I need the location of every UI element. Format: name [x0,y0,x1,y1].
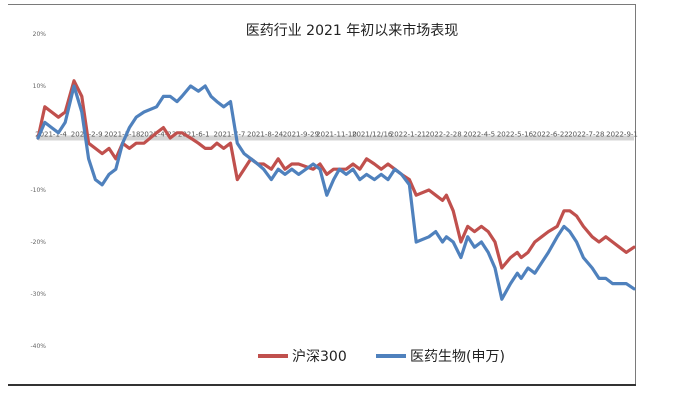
legend: 沪深300 医药生物(申万) [258,349,505,365]
x-tick-label: 2021/12/16 [352,131,393,139]
frame-bottom-border [8,384,636,386]
x-tick-label: 2021-4-23 [140,131,176,139]
frame-right-border [635,4,636,384]
y-tick-label: 10% [33,83,47,90]
x-tick-label: 2021-6-1 [178,131,210,139]
x-tick-label: 2022-6-22 [533,131,569,139]
x-tick-label: 2022-2-28 [425,131,461,139]
legend-label: 医药生物(申万) [410,349,505,365]
x-tick-label: 2022-4-5 [463,131,495,139]
x-tick-label: 2021-11-10 [316,131,357,139]
x-tick-label: 2022-1-21 [390,131,426,139]
x-tick-label: 2021-1-4 [35,131,67,139]
x-tick-label: 2021-3-18 [104,131,140,139]
y-axis-ticks: 20%10%0%-10%-20%-30%-40% [30,31,46,350]
legend-label: 沪深300 [292,349,347,365]
series-lines [36,79,636,301]
y-tick-label: -40% [30,343,46,350]
y-tick-label: 20% [33,31,47,38]
y-tick-label: -30% [30,291,46,298]
x-tick-label: 2022-9-1 [606,131,638,139]
x-tick-label: 2021-7-7 [214,131,246,139]
frame-top-border [8,4,636,5]
chart-title: 医药行业 2021 年初以来市场表现 [246,22,459,39]
x-axis-ticks: 2021-1-4 2021-2-9 2021-3-18 2021-4-23 2021-6… [35,131,638,139]
x-tick-label: 2022-5-16 [497,131,534,139]
x-tick-label: 2021-9-29 [283,131,319,139]
y-tick-label: -20% [30,239,46,246]
y-tick-label: -10% [30,187,46,194]
x-tick-label: 2021-8-24 [247,131,284,139]
series-line [36,84,636,301]
x-tick-label: 2022-7-28 [568,131,604,139]
